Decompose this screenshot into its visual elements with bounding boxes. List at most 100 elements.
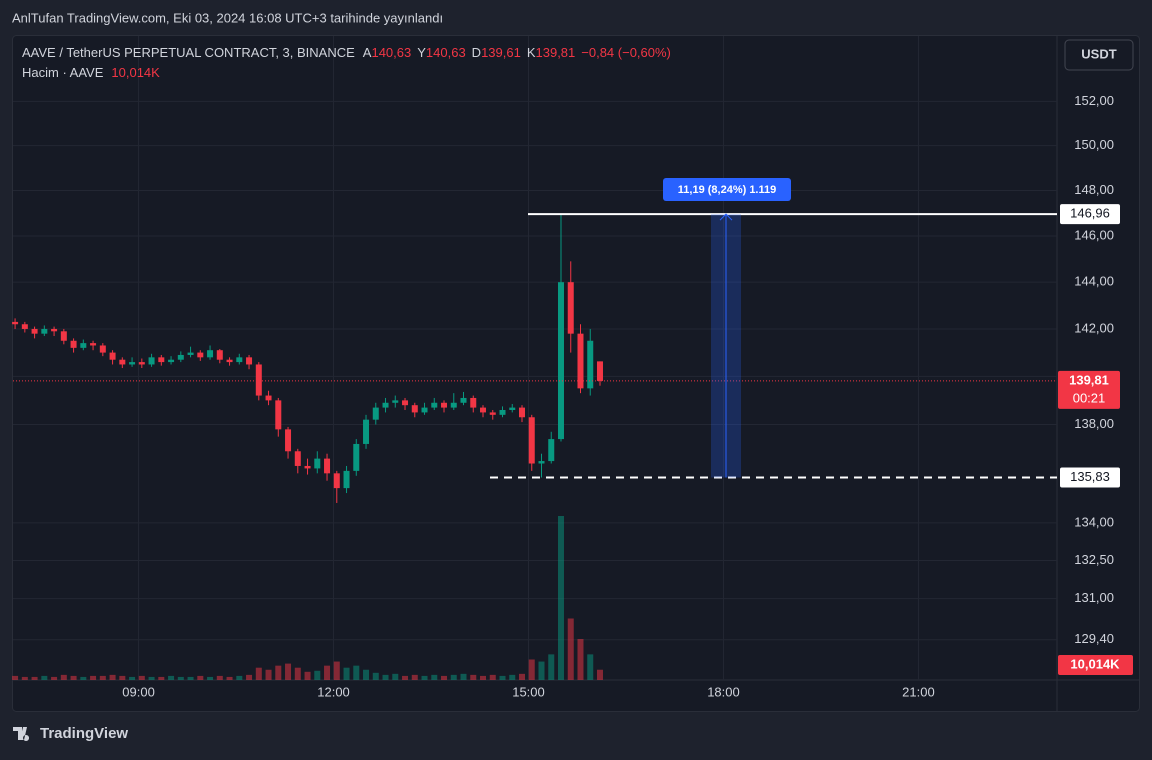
volume-bar [246, 674, 253, 680]
candle-body [372, 407, 379, 420]
volume-bar [577, 639, 584, 680]
legend-value: 140,63 [426, 45, 466, 60]
volume-bar [392, 673, 399, 680]
level-label: 135,83 [1070, 469, 1110, 484]
candle-body [236, 357, 243, 363]
volume-bar [99, 675, 106, 680]
candle-body [187, 352, 194, 355]
candle-body [528, 417, 535, 464]
candle-body [509, 407, 516, 411]
y-tick-label: 150,00 [1074, 137, 1114, 152]
volume-bar [187, 676, 194, 680]
candle-body [207, 350, 214, 358]
candle-body [246, 357, 253, 365]
logo-mark [13, 727, 30, 741]
volume-bar [460, 673, 467, 680]
candle-body [226, 359, 233, 363]
volume-bar [294, 667, 301, 680]
last-price-label: 139,81 [1069, 372, 1109, 387]
x-tick-label: 09:00 [122, 684, 155, 699]
volume-bar [168, 675, 175, 680]
volume-bar [255, 667, 262, 680]
volume-bar [333, 661, 340, 680]
candle-body [109, 352, 116, 360]
candle-body [80, 343, 87, 348]
candle-body [431, 402, 438, 408]
volume-bar [528, 659, 535, 680]
volume-bar [402, 675, 409, 680]
currency-button-label[interactable]: USDT [1081, 46, 1116, 61]
volume-bar [207, 676, 214, 680]
volume-bar [304, 671, 311, 680]
volume-bar [596, 669, 603, 680]
x-tick-label: 15:00 [512, 684, 545, 699]
volume-bar [538, 661, 545, 680]
candle-body [216, 350, 223, 360]
legend-prefix: K [527, 45, 536, 60]
y-tick-label: 134,00 [1074, 514, 1114, 529]
candle-body [60, 331, 67, 341]
volume-bar [411, 674, 418, 680]
level-box [1060, 467, 1120, 488]
legend-volume-title: Hacim · AAVE [22, 65, 104, 80]
legend-volume: Hacim · AAVE 10,014K [22, 65, 160, 80]
volume-bar [421, 675, 428, 680]
candle-body [596, 361, 603, 381]
volume-bar [119, 675, 126, 680]
currency-button[interactable] [1064, 39, 1134, 71]
volume-bar [509, 674, 516, 680]
candle-body [499, 410, 506, 415]
volume-bar [489, 674, 496, 680]
volume-bar [557, 516, 564, 680]
x-tick-label: 21:00 [902, 684, 935, 699]
legend-value: 139,61 [481, 45, 521, 60]
candle-body [148, 357, 155, 365]
legend-title: AAVE / TetherUS PERPETUAL CONTRACT, 3, B… [22, 45, 671, 60]
candle-body [382, 402, 389, 408]
candle-body [324, 458, 331, 474]
y-tick-label: 146,00 [1074, 227, 1114, 242]
candle-body [577, 333, 584, 389]
volume-bar [499, 675, 506, 680]
volume-bar [70, 675, 77, 680]
candle-body [314, 458, 321, 469]
candle-body [285, 429, 292, 452]
volume-bar [450, 674, 457, 680]
candle-body [480, 407, 487, 413]
legend-prefix: D [472, 45, 481, 60]
candle-body [567, 282, 574, 334]
candle-body [99, 345, 106, 353]
logo [13, 727, 30, 741]
candle-body [51, 328, 58, 332]
candle-body [12, 321, 19, 325]
volume-bar [441, 675, 448, 680]
volume-bar [314, 670, 321, 680]
volume-bar [382, 674, 389, 680]
candle-body [129, 362, 136, 365]
legend-symbol: AAVE / TetherUS PERPETUAL CONTRACT, 3, B… [22, 45, 355, 60]
volume-bar [80, 676, 87, 680]
measure-arrowhead [719, 213, 733, 221]
volume-bar [275, 665, 282, 680]
volume-bar [51, 676, 58, 680]
volume-bar [90, 675, 97, 680]
last-price-box [1058, 370, 1120, 409]
volume-bar [158, 676, 165, 680]
volume-last-box [1058, 655, 1133, 675]
volume-bar [285, 663, 292, 680]
volume-bar [31, 676, 38, 680]
candle-body [304, 465, 311, 469]
volume-bar [587, 654, 594, 680]
volume-bar [363, 669, 370, 680]
measure-label-box [663, 178, 791, 201]
candle-body [450, 402, 457, 408]
y-tick-label: 148,00 [1074, 182, 1114, 197]
legend-value: 140,63 [371, 45, 411, 60]
candle-body [402, 400, 409, 406]
candle-body [41, 328, 48, 334]
candle-body [441, 402, 448, 408]
volume-bar [216, 675, 223, 680]
candle-body [470, 397, 477, 408]
